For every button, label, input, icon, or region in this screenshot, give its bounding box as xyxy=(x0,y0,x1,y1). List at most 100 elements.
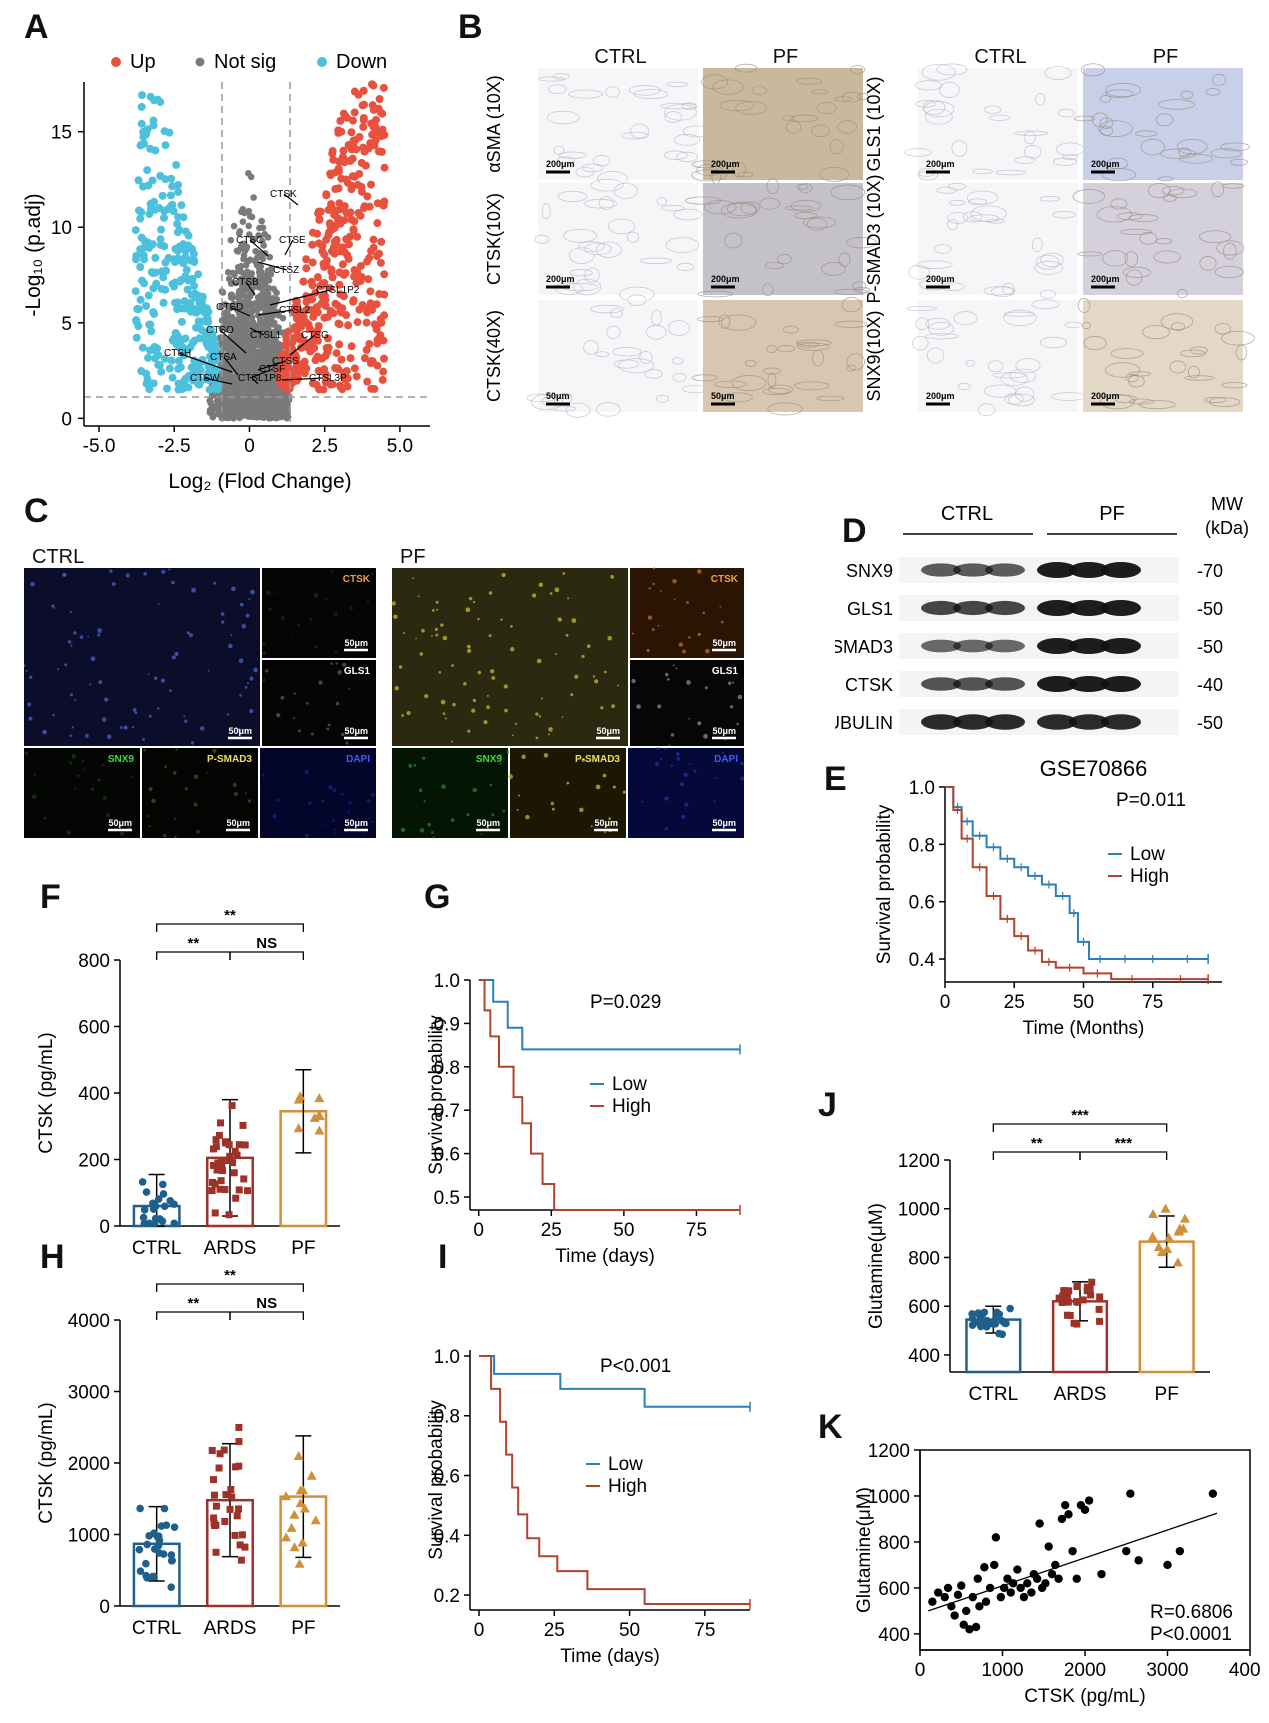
if-signal-dot xyxy=(120,831,124,836)
ihc-texture xyxy=(983,286,1015,296)
ihc-texture xyxy=(671,357,684,365)
volcano-point-up xyxy=(352,372,361,381)
data-point xyxy=(233,1512,241,1520)
if-signal-dot xyxy=(566,781,570,785)
if-signal-dot xyxy=(441,784,446,789)
if-signal-dot xyxy=(737,694,743,700)
ihc-image xyxy=(538,183,698,295)
if-signal-dot xyxy=(413,764,417,767)
ihc-texture xyxy=(740,201,760,215)
volcano-point-up xyxy=(335,340,344,349)
if-signal-dot xyxy=(675,752,680,756)
x-tick-label: 75 xyxy=(1142,992,1163,1013)
ihc-texture xyxy=(1161,185,1185,196)
data-point xyxy=(214,1159,222,1167)
significance-label: ** xyxy=(187,1295,199,1312)
volcano-point-down xyxy=(132,251,141,260)
if-signal-dot xyxy=(212,748,217,753)
volcano-legend: Up Not sig Down xyxy=(111,51,387,73)
if-signal-dot xyxy=(134,711,138,715)
data-point xyxy=(1073,1282,1081,1290)
volcano-point-up xyxy=(337,308,346,317)
if-signal-dot xyxy=(232,783,237,788)
if-scalebar-label: 50μm xyxy=(344,818,368,828)
volcano-point-up xyxy=(367,119,376,128)
volcano-point-notsig xyxy=(264,290,272,297)
data-point xyxy=(313,1110,324,1120)
ihc-texture xyxy=(782,115,795,121)
volcano-point-down xyxy=(159,273,168,282)
volcano-point-notsig xyxy=(230,406,237,413)
volcano-point-notsig xyxy=(226,364,234,371)
gene-label-ctsl1p2: CTSL1P2 xyxy=(316,285,360,296)
if-channel-label: GLS1 xyxy=(712,666,739,677)
ihc-texture xyxy=(701,74,729,90)
if-signal-dot xyxy=(146,815,149,818)
volcano-point-up xyxy=(330,210,339,219)
scatter-point xyxy=(980,1563,989,1572)
volcano-point-notsig xyxy=(274,341,281,348)
ihc-texture xyxy=(547,84,567,94)
volcano-point-notsig xyxy=(272,414,280,422)
ihc-texture xyxy=(806,217,828,231)
if-signal-dot xyxy=(421,628,425,633)
if-signal-dot xyxy=(417,595,420,598)
if-signal-dot xyxy=(489,783,493,787)
if-signal-dot xyxy=(348,801,352,805)
if-signal-dot xyxy=(422,756,426,760)
ihc-texture xyxy=(673,208,703,221)
volcano-point-notsig xyxy=(257,380,265,388)
if-panel: CTRL PF 50μm CTSK 50μm GLS1 50μm SNX9 50μm P-SM… xyxy=(24,532,744,857)
ihc-texture xyxy=(972,168,993,175)
volcano-point-notsig xyxy=(266,376,273,384)
panel-label-j: J xyxy=(818,1086,837,1124)
data-point xyxy=(213,1166,221,1174)
volcano-point-up xyxy=(379,83,388,92)
data-point xyxy=(135,1545,144,1554)
if-signal-dot xyxy=(676,757,681,761)
if-signal-dot xyxy=(581,654,585,659)
if-signal-dot xyxy=(207,670,210,672)
volcano-point-up xyxy=(342,235,351,244)
volcano-point-up xyxy=(335,280,344,289)
volcano-point-down xyxy=(143,166,152,175)
if-signal-dot xyxy=(666,677,670,681)
volcano-ytick-label: 10 xyxy=(51,218,72,239)
volcano-point-notsig xyxy=(224,337,232,345)
volcano-point-down xyxy=(144,291,153,300)
gene-leader-ctsl1 xyxy=(249,327,265,336)
if-signal-dot xyxy=(393,614,398,619)
volcano-point-up xyxy=(321,302,330,311)
volcano-point-up xyxy=(376,258,385,267)
ihc-texture xyxy=(919,279,951,291)
volcano-point-down xyxy=(146,92,155,101)
wb-band xyxy=(953,563,993,577)
ihc-texture xyxy=(1122,266,1151,278)
if-signal-dot xyxy=(69,611,72,614)
volcano-point-up xyxy=(333,219,342,228)
scatter-point xyxy=(1044,1542,1053,1551)
volcano-point-down xyxy=(145,385,154,394)
ihc-texture xyxy=(534,234,549,244)
ihc-row-label: CTSK(10X) xyxy=(484,193,504,285)
data-point xyxy=(225,1141,233,1149)
volcano-point-up xyxy=(329,243,338,252)
volcano-point-notsig xyxy=(237,363,245,371)
y-tick-label: 400 xyxy=(78,1084,110,1105)
if-signal-dot xyxy=(228,643,233,649)
ihc-texture xyxy=(735,100,768,115)
volcano-point-down xyxy=(160,213,169,222)
volcano-point-up xyxy=(360,203,369,212)
gene-label-ctsg: CTSG xyxy=(301,330,329,341)
panel-label-k: K xyxy=(818,1408,843,1446)
ihc-texture xyxy=(676,151,699,163)
volcano-point-down xyxy=(140,255,149,264)
if-signal-dot xyxy=(440,623,444,627)
volcano-point-notsig xyxy=(241,358,249,366)
significance-bracket xyxy=(229,951,304,960)
volcano-point-up xyxy=(349,141,358,150)
if-signal-dot xyxy=(682,649,686,654)
if-channel-label: SNX9 xyxy=(476,754,503,765)
